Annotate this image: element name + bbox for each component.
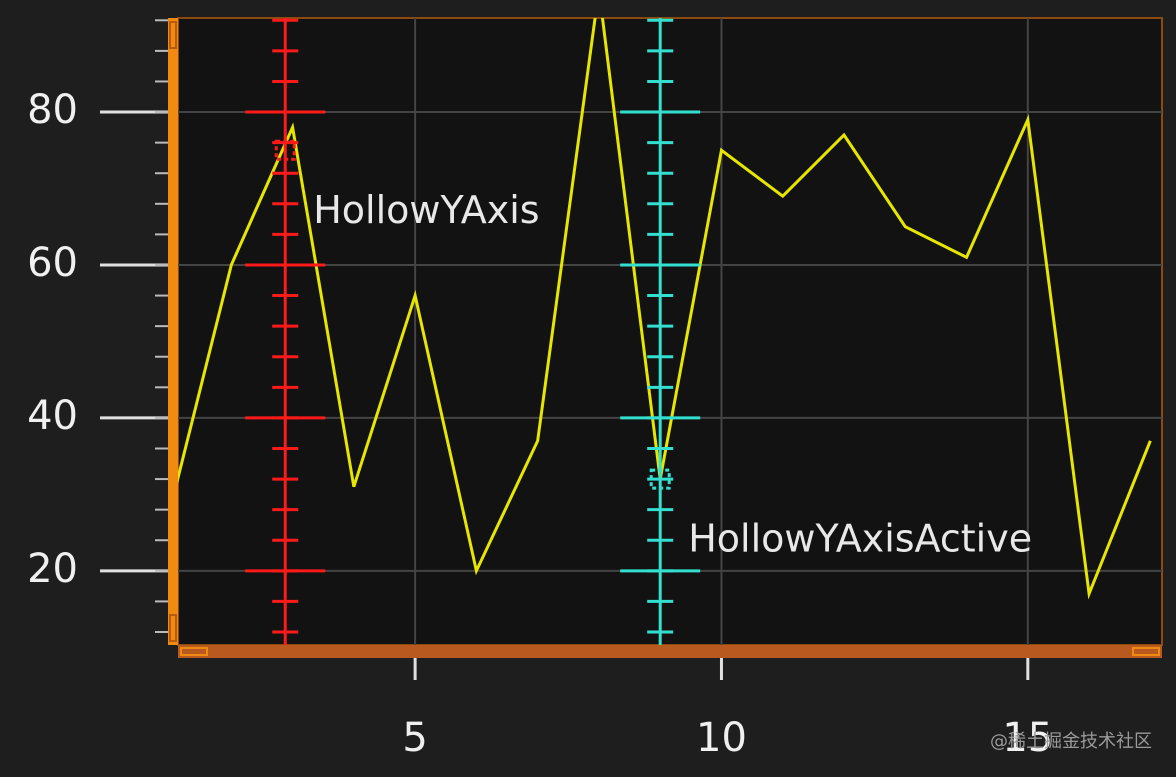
y-axis-bar <box>168 18 178 645</box>
plot: HollowYAxis HollowYAxisActive <box>178 18 1152 645</box>
watermark: @稀土掘金技术社区 <box>990 731 1152 752</box>
cursor-marker <box>274 139 296 161</box>
y-tick-label: 60 <box>27 240 78 286</box>
y-axis-handle[interactable] <box>169 614 177 642</box>
x-axis-handle[interactable] <box>180 647 208 656</box>
y-tick-label: 40 <box>27 393 78 439</box>
y-tick-label: 80 <box>27 87 78 133</box>
y-axis-handle[interactable] <box>169 21 177 49</box>
x-tick-label: 15 <box>1002 715 1053 761</box>
cursor-label: HollowYAxis <box>313 188 539 232</box>
cursor[interactable]: HollowYAxisActive <box>620 18 1032 645</box>
x-axis-bar <box>178 645 1162 658</box>
cursor-marker <box>649 468 671 490</box>
x-tick-label: 10 <box>696 715 747 761</box>
y-tick-label: 20 <box>27 546 78 592</box>
cursor-label: HollowYAxisActive <box>688 517 1032 561</box>
cursor[interactable]: HollowYAxis <box>245 18 540 645</box>
axes: 20 40 60 80 5 10 15 <box>27 19 1053 761</box>
x-axis-handle[interactable] <box>1132 647 1160 656</box>
x-tick-label: 5 <box>402 715 427 761</box>
